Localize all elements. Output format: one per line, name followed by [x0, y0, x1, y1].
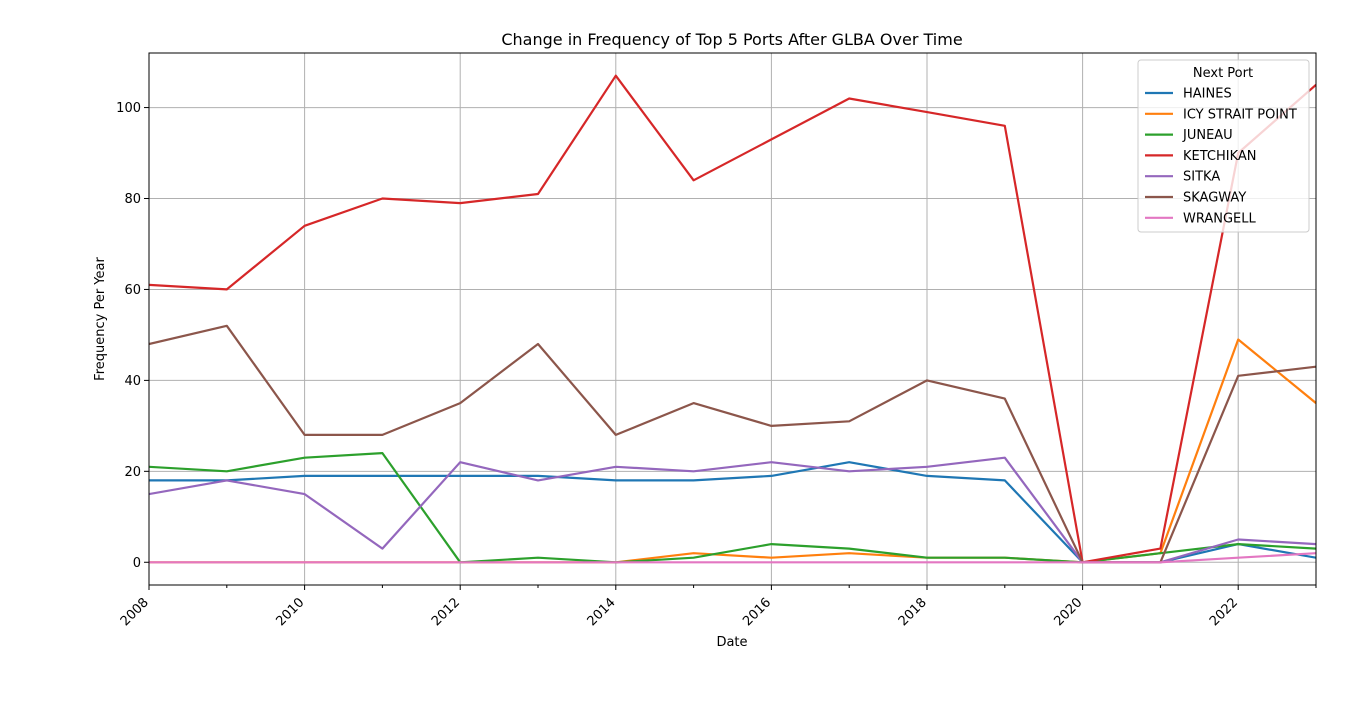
- legend-entries: HAINES ICY STRAIT POINT JUNEAU KETCHIKAN SIT…: [1145, 87, 1297, 226]
- plot-frame: [148, 52, 1317, 586]
- y-tick-label: 40: [124, 374, 141, 389]
- legend-title: Next Port: [1193, 66, 1253, 81]
- legend-label-haines: HAINES: [1183, 87, 1232, 102]
- y-tick-label: 100: [116, 101, 141, 116]
- y-tick-label: 80: [124, 192, 141, 207]
- y-axis: 0 20 40 60 80 100: [116, 101, 149, 571]
- y-tick-label: 60: [124, 283, 141, 298]
- legend: Next Port HAINES ICY STRAIT POINT JUNEAU KE…: [1137, 59, 1310, 233]
- y-tick-label: 0: [133, 556, 141, 571]
- series-lines: [149, 74, 1316, 564]
- y-tick-label: 20: [124, 465, 141, 480]
- legend-label-juneau: JUNEAU: [1182, 128, 1233, 143]
- legend-label-wrangell: WRANGELL: [1183, 211, 1257, 226]
- legend-label-sitka: SITKA: [1183, 170, 1220, 185]
- legend-label-icy-strait-point: ICY STRAIT POINT: [1183, 107, 1297, 122]
- x-axis-label: Date: [716, 635, 747, 650]
- legend-label-ketchikan: KETCHIKAN: [1183, 149, 1257, 164]
- series-line-wrangell: [149, 552, 1316, 564]
- legend-label-skagway: SKAGWAY: [1183, 191, 1246, 206]
- series-line-ketchikan: [149, 74, 1316, 564]
- legend-box: [1137, 59, 1310, 233]
- chart-title: Change in Frequency of Top 5 Ports After…: [501, 30, 962, 49]
- series-line-juneau: [149, 452, 1316, 564]
- y-axis-label: Frequency Per Year: [93, 257, 108, 381]
